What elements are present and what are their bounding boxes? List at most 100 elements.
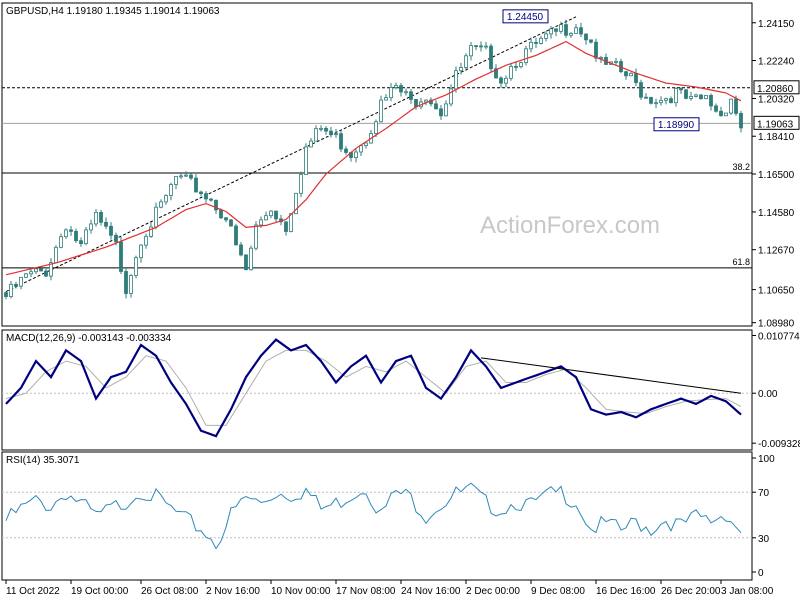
rsi-tick-label: 0 [758, 568, 764, 579]
candle-body [189, 174, 193, 179]
candle-body [139, 244, 143, 259]
candle-body [159, 201, 163, 208]
swing-high-annotation: 1.24450 [502, 9, 549, 24]
time-tick-label: 3 Jan 08:00 [721, 586, 774, 597]
candle-body [614, 61, 618, 63]
candle-body [649, 97, 653, 104]
candle-body [399, 85, 403, 93]
price-frame [1, 2, 753, 327]
candle-body [724, 112, 728, 117]
candle-body [204, 193, 208, 200]
candle-body [254, 224, 258, 249]
candle-body [459, 67, 463, 72]
candle-body [34, 268, 38, 273]
price-tick-label: 1.08980 [758, 319, 795, 330]
candle-body [134, 257, 138, 276]
candle-body [209, 198, 213, 201]
candle-body [99, 211, 103, 223]
rsi-tick-label: 30 [758, 534, 770, 545]
candle-body [309, 140, 313, 148]
candle-body [409, 91, 413, 100]
candle-body [444, 103, 448, 117]
candle-body [199, 191, 203, 195]
candle-body [44, 270, 48, 277]
candle-body [354, 151, 358, 158]
candle-body [739, 113, 743, 129]
candle-body [394, 85, 398, 88]
rsi-title: RSI(14) 35.3071 [6, 455, 80, 466]
price-tick-label: 1.18410 [758, 132, 795, 143]
candle-body [49, 262, 53, 277]
candle-body [674, 88, 678, 104]
candle-body [624, 71, 628, 77]
candle-body [174, 175, 178, 185]
macd-panel: MACD(12,26,9) -0.003143 -0.003334 0.01077… [1, 329, 800, 451]
candle-body [219, 209, 223, 219]
rsi-panel: RSI(14) 35.3071 100 70 30 0 [1, 451, 775, 581]
candle-body [704, 94, 708, 100]
candle-body [424, 99, 428, 103]
price-tick-label: 1.22240 [758, 57, 795, 68]
candle-body [479, 45, 483, 48]
candle-body [364, 142, 368, 146]
swing-high-box [502, 9, 549, 24]
candle-body [584, 33, 588, 41]
time-tick-label: 11 Oct 2022 [6, 586, 60, 597]
macd-frame [1, 329, 753, 451]
candle-body [414, 99, 418, 108]
price-tick-label: 1.14580 [758, 208, 795, 219]
candle-body [214, 199, 218, 211]
candle-body [89, 223, 93, 231]
candle-body [629, 72, 633, 77]
candle-body [644, 96, 648, 99]
candle-body [104, 221, 108, 227]
rsi-line [5, 482, 742, 550]
candle-body [539, 37, 543, 44]
candle-body [659, 99, 663, 104]
candle-body [449, 88, 453, 105]
macd-title: MACD(12,26,9) -0.003143 -0.003334 [6, 333, 172, 344]
candle-body [599, 56, 603, 59]
fib-382-label: 38.2 [732, 162, 750, 172]
candle-body [664, 98, 668, 101]
candle-body [384, 97, 388, 101]
candle-body [194, 177, 198, 193]
price-tick-label: 1.10650 [758, 286, 795, 297]
candle-body [114, 234, 118, 243]
candle-body [499, 77, 503, 84]
candle-body [79, 240, 83, 245]
time-tick-label: 26 Dec 20:00 [661, 586, 721, 597]
candle-body [339, 133, 343, 150]
candle-body [94, 211, 98, 225]
candle-body [524, 48, 528, 64]
candle-body [129, 275, 133, 294]
candle-body [259, 219, 263, 226]
candle-body [684, 89, 688, 99]
candle-body [29, 271, 33, 275]
candle-body [184, 174, 188, 177]
candle-body [334, 133, 338, 136]
candle-body [124, 271, 128, 294]
candle-body [559, 24, 563, 32]
candle-body [39, 268, 43, 272]
time-tick-label: 10 Nov 00:00 [271, 586, 331, 597]
candle-body [149, 226, 153, 237]
candle-body [144, 236, 148, 246]
candle-body [264, 215, 268, 221]
candle-body [249, 247, 253, 271]
candle-body [164, 195, 168, 203]
candle-body [434, 103, 438, 110]
candle-body [504, 77, 508, 84]
candle-body [304, 146, 308, 175]
time-tick-label: 19 Oct 00:00 [71, 586, 129, 597]
candle-body [494, 68, 498, 79]
candle-body [344, 148, 348, 153]
candle-body [589, 39, 593, 43]
candle-body [699, 94, 703, 100]
swing-low-box [653, 117, 700, 132]
candle-body [154, 206, 158, 228]
time-tick-label: 16 Dec 16:00 [596, 586, 656, 597]
price-tick-label: 1.12670 [758, 246, 795, 257]
candle-body [569, 32, 573, 36]
